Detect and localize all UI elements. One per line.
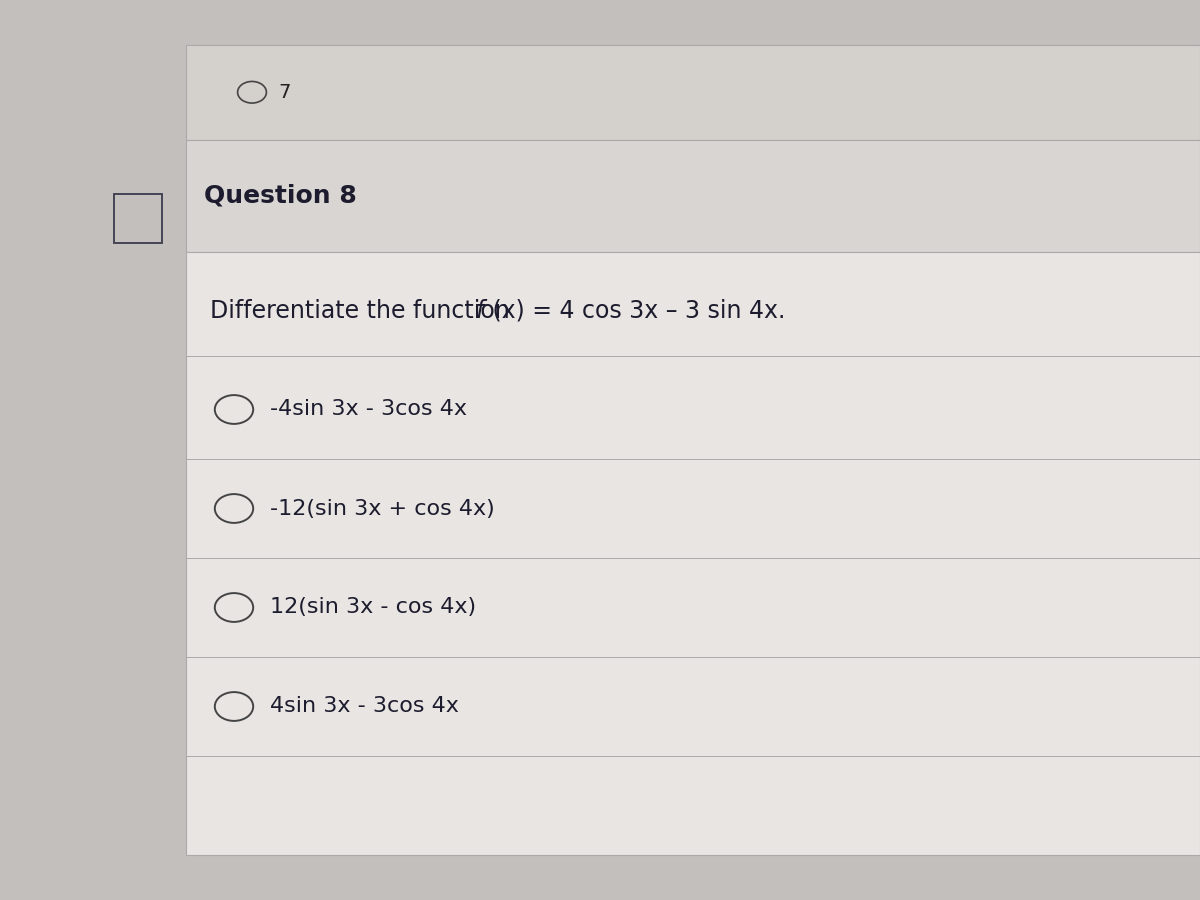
Text: (x) = 4 cos 3x – 3 sin 4x.: (x) = 4 cos 3x – 3 sin 4x. <box>485 299 786 322</box>
Text: Differentiate the function: Differentiate the function <box>210 299 517 322</box>
Text: 7: 7 <box>278 83 290 102</box>
Text: -12(sin 3x + cos 4x): -12(sin 3x + cos 4x) <box>270 499 494 518</box>
FancyBboxPatch shape <box>186 252 1200 855</box>
Text: f: f <box>475 299 484 322</box>
Text: 4sin 3x - 3cos 4x: 4sin 3x - 3cos 4x <box>270 697 458 716</box>
Text: 12(sin 3x - cos 4x): 12(sin 3x - cos 4x) <box>270 598 476 617</box>
Text: -4sin 3x - 3cos 4x: -4sin 3x - 3cos 4x <box>270 400 467 419</box>
Text: Question 8: Question 8 <box>204 184 356 208</box>
FancyBboxPatch shape <box>186 45 1200 140</box>
FancyBboxPatch shape <box>186 140 1200 252</box>
